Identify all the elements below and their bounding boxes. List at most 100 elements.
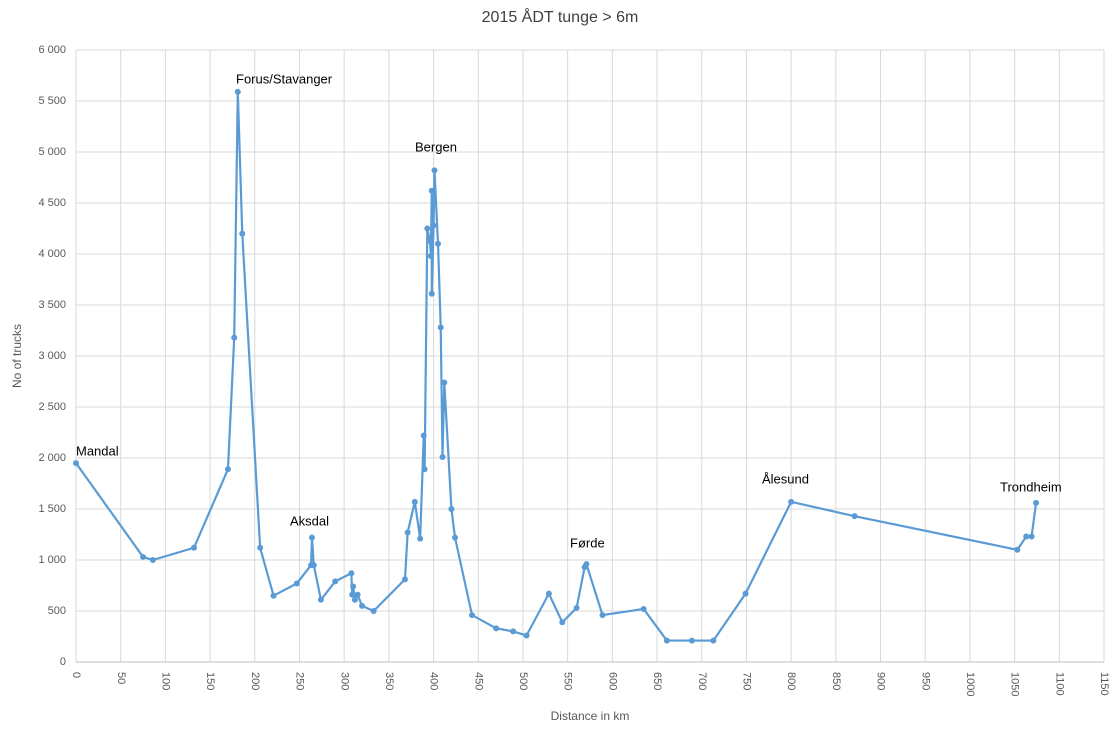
x-tick-label: 600 (606, 672, 618, 690)
y-tick-label: 2 000 (38, 452, 66, 464)
x-tick-label: 650 (651, 672, 663, 690)
point (310, 562, 317, 569)
point (439, 453, 446, 460)
point (73, 460, 79, 467)
point (224, 466, 231, 473)
point (308, 534, 315, 541)
y-tick-label: 2 500 (38, 401, 66, 413)
point (401, 576, 408, 583)
x-tick-label: 150 (204, 672, 216, 690)
point (140, 553, 147, 560)
y-tick-label: 5 500 (38, 95, 66, 107)
x-tick-label: 800 (785, 672, 797, 690)
point (1023, 533, 1030, 540)
point (354, 591, 361, 598)
y-tick-label: 0 (60, 656, 66, 668)
point (350, 583, 357, 590)
point (663, 637, 670, 644)
x-tick-label: 700 (696, 672, 708, 690)
x-tick-label: 550 (562, 672, 574, 690)
annotation: Førde (570, 535, 605, 550)
x-tick-label: 50 (115, 672, 127, 684)
x-tick-label: 250 (294, 672, 306, 690)
point (231, 334, 238, 341)
point (545, 590, 552, 597)
point (257, 544, 264, 551)
point (420, 432, 427, 439)
point (599, 612, 606, 619)
point (1014, 546, 1021, 553)
point (351, 596, 358, 603)
point (523, 632, 530, 639)
point (404, 529, 411, 536)
point (428, 187, 435, 194)
annotation: Aksdal (290, 513, 329, 528)
point (441, 379, 448, 386)
y-tick-label: 3 000 (38, 350, 66, 362)
point (427, 253, 434, 260)
point (851, 513, 858, 520)
point (583, 561, 590, 568)
point (348, 570, 355, 577)
y-tick-label: 5 000 (38, 146, 66, 158)
point (1028, 533, 1035, 540)
point (430, 222, 437, 229)
line (75, 91, 1038, 642)
y-tick-label: 1 000 (38, 554, 66, 566)
point (640, 605, 647, 612)
point (270, 592, 277, 599)
point (452, 534, 459, 541)
point (190, 544, 197, 551)
point (359, 602, 366, 609)
point (234, 88, 241, 95)
point (469, 612, 476, 619)
point (332, 578, 339, 585)
point (448, 506, 455, 512)
point (149, 557, 156, 563)
point (573, 604, 580, 611)
y-tick-label: 500 (48, 605, 66, 617)
x-tick-label: 900 (875, 672, 887, 690)
point (417, 535, 424, 542)
x-tick-label: 1050 (1009, 672, 1021, 696)
y-tick-label: 4 500 (38, 197, 66, 209)
chart-title: 2015 ÅDT tunge > 6m (482, 7, 639, 26)
x-tick-label: 300 (338, 672, 350, 690)
point (493, 625, 500, 632)
point (349, 591, 356, 598)
point (239, 230, 246, 237)
x-tick-label: 1000 (964, 672, 976, 696)
x-tick-label: 750 (741, 672, 753, 690)
x-tick-label: 100 (159, 672, 171, 690)
point (293, 580, 300, 587)
y-tick-label: 4 000 (38, 248, 66, 260)
y-axis-label: No of trucks (10, 324, 24, 388)
annotation: Ålesund (762, 471, 809, 486)
x-tick-label: 1100 (1053, 672, 1065, 696)
x-tick-label: 450 (472, 672, 484, 690)
annotation: Mandal (76, 443, 119, 458)
point (742, 590, 749, 597)
annotation: Bergen (415, 139, 457, 154)
y-tick-label: 3 500 (38, 299, 66, 311)
x-axis-label: Distance in km (551, 709, 630, 723)
point (510, 628, 517, 635)
point (426, 237, 433, 244)
point (437, 324, 444, 331)
point (411, 498, 418, 505)
x-tick-label: 400 (428, 672, 440, 690)
point (788, 498, 795, 505)
x-tick-label: 350 (383, 672, 395, 690)
point (370, 608, 377, 614)
point (435, 240, 442, 247)
x-tick-label: 0 (70, 672, 82, 678)
x-tick-label: 950 (919, 672, 931, 690)
point (1033, 499, 1040, 506)
x-tick-label: 500 (517, 672, 529, 690)
point (688, 637, 695, 644)
point (559, 619, 566, 626)
x-tick-label: 1150 (1098, 672, 1110, 696)
y-tick-label: 1 500 (38, 503, 66, 515)
point (421, 466, 428, 473)
